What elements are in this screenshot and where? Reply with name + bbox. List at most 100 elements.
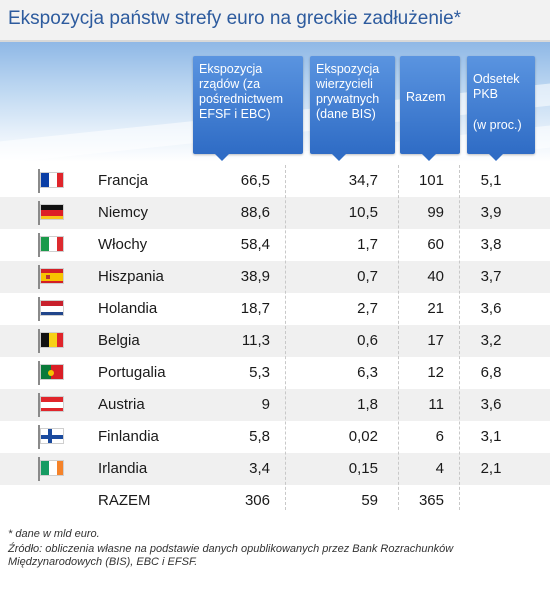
column-divider — [459, 165, 460, 510]
country-name: Irlandia — [98, 460, 148, 477]
government-exposure-value: 5,8 — [249, 428, 270, 445]
private-exposure-value: 0,6 — [357, 332, 378, 349]
government-exposure-value: 58,4 — [240, 236, 270, 253]
finland-flag-icon — [40, 428, 64, 444]
government-exposure-total: 306 — [244, 492, 270, 509]
flag-pole — [38, 361, 40, 385]
private-exposure-value: 0,7 — [357, 268, 378, 285]
country-name: Portugalia — [98, 364, 166, 381]
source-note: Źródło: obliczenia własne na podstawie d… — [8, 543, 454, 568]
private-exposure-total: 59 — [361, 492, 378, 509]
country-name: Włochy — [98, 236, 148, 253]
country-name: Holandia — [98, 300, 158, 317]
flag-pole — [38, 297, 40, 321]
table-row: Francja 66,5 34,7 101 5,1 — [0, 165, 550, 197]
gdp-share-value: 3,8 — [480, 236, 502, 253]
column-header-government-exposure: Ekspozycja rządów (za pośrednictwem EFSF… — [193, 56, 303, 161]
flag-pole — [38, 201, 40, 225]
government-exposure-value: 88,6 — [240, 204, 270, 221]
gdp-share-value: 3,9 — [480, 204, 502, 221]
flag-pole — [38, 265, 40, 289]
austria-flag-icon — [40, 396, 64, 412]
column-header-gdp-unit: (w proc.) — [473, 118, 522, 132]
chart-title: Ekspozycja państw strefy euro na greckie… — [8, 8, 462, 29]
column-divider — [398, 165, 399, 510]
ireland-flag-icon — [40, 460, 64, 476]
private-exposure-value: 6,3 — [357, 364, 378, 381]
gdp-share-value: 3,6 — [480, 300, 502, 317]
country-name: Niemcy — [98, 204, 149, 221]
column-header-private-exposure: Ekspozycja wierzycieli prywatnych (dane … — [310, 56, 395, 161]
column-header-total: Razem — [400, 56, 460, 161]
total-value: 101 — [418, 172, 444, 189]
totals-row: RAZEM 306 59 365 — [0, 485, 550, 517]
table-row: Portugalia 5,3 6,3 12 6,8 — [0, 357, 550, 389]
private-exposure-value: 10,5 — [348, 204, 378, 221]
gdp-share-value: 2,1 — [480, 460, 502, 477]
government-exposure-value: 9 — [261, 396, 270, 413]
gdp-share-value: 5,1 — [480, 172, 502, 189]
private-exposure-value: 1,7 — [357, 236, 378, 253]
units-note: * dane w mld euro. — [8, 528, 100, 540]
column-divider — [285, 165, 286, 510]
total-value: 99 — [427, 204, 444, 221]
private-exposure-value: 0,15 — [348, 460, 378, 477]
total-value: 11 — [428, 396, 444, 413]
government-exposure-value: 5,3 — [249, 364, 270, 381]
government-exposure-value: 3,4 — [249, 460, 270, 477]
total-value: 12 — [427, 364, 444, 381]
private-exposure-value: 1,8 — [357, 396, 378, 413]
private-exposure-value: 0,02 — [348, 428, 378, 445]
gdp-share-value: 6,8 — [480, 364, 502, 381]
spain-flag-icon — [40, 268, 64, 284]
country-name: Francja — [98, 172, 149, 189]
column-header-gdp-label: Odsetek PKB — [473, 72, 520, 101]
table-row: Włochy 58,4 1,7 60 3,8 — [0, 229, 550, 261]
flag-pole — [38, 169, 40, 193]
private-exposure-value: 2,7 — [357, 300, 378, 317]
france-flag-icon — [40, 172, 64, 188]
gdp-share-value: 3,6 — [480, 396, 502, 413]
total-value: 40 — [427, 268, 444, 285]
gdp-share-value: 3,1 — [480, 428, 502, 445]
country-name: Belgia — [98, 332, 140, 349]
data-table: Francja 66,5 34,7 101 5,1 Niemcy 88,6 10… — [0, 165, 550, 517]
belgium-flag-icon — [40, 332, 64, 348]
flag-pole — [38, 457, 40, 481]
netherlands-flag-icon — [40, 300, 64, 316]
portugal-flag-icon — [40, 364, 64, 380]
table-row: Finlandia 5,8 0,02 6 3,1 — [0, 421, 550, 453]
table-row: Irlandia 3,4 0,15 4 2,1 — [0, 453, 550, 485]
government-exposure-value: 66,5 — [240, 172, 270, 189]
totals-label: RAZEM — [98, 492, 151, 509]
table-row: Hiszpania 38,9 0,7 40 3,7 — [0, 261, 550, 293]
total-value: 17 — [427, 332, 444, 349]
private-exposure-value: 34,7 — [348, 172, 378, 189]
total-value: 6 — [435, 428, 444, 445]
gdp-share-value: 3,2 — [480, 332, 502, 349]
total-value: 60 — [427, 236, 444, 253]
government-exposure-value: 11,3 — [241, 332, 270, 349]
total-value: 21 — [427, 300, 444, 317]
table-row: Belgia 11,3 0,6 17 3,2 — [0, 325, 550, 357]
country-name: Hiszpania — [98, 268, 164, 285]
footnotes: * dane w mld euro. Źródło: obliczenia wł… — [8, 528, 542, 571]
table-row: Niemcy 88,6 10,5 99 3,9 — [0, 197, 550, 229]
country-name: Finlandia — [98, 428, 159, 445]
flag-pole — [38, 393, 40, 417]
government-exposure-value: 38,9 — [240, 268, 270, 285]
title-bar: Ekspozycja państw strefy euro na greckie… — [0, 0, 550, 42]
italy-flag-icon — [40, 236, 64, 252]
germany-flag-icon — [40, 204, 64, 220]
flag-pole — [38, 233, 40, 257]
gdp-share-value: 3,7 — [480, 268, 502, 285]
grand-total: 365 — [418, 492, 444, 509]
column-header-gdp-share: Odsetek PKB (w proc.) — [467, 56, 535, 161]
country-name: Austria — [98, 396, 145, 413]
flag-pole — [38, 425, 40, 449]
total-value: 4 — [435, 460, 444, 477]
table-row: Austria 9 1,8 11 3,6 — [0, 389, 550, 421]
flag-pole — [38, 329, 40, 353]
government-exposure-value: 18,7 — [240, 300, 270, 317]
